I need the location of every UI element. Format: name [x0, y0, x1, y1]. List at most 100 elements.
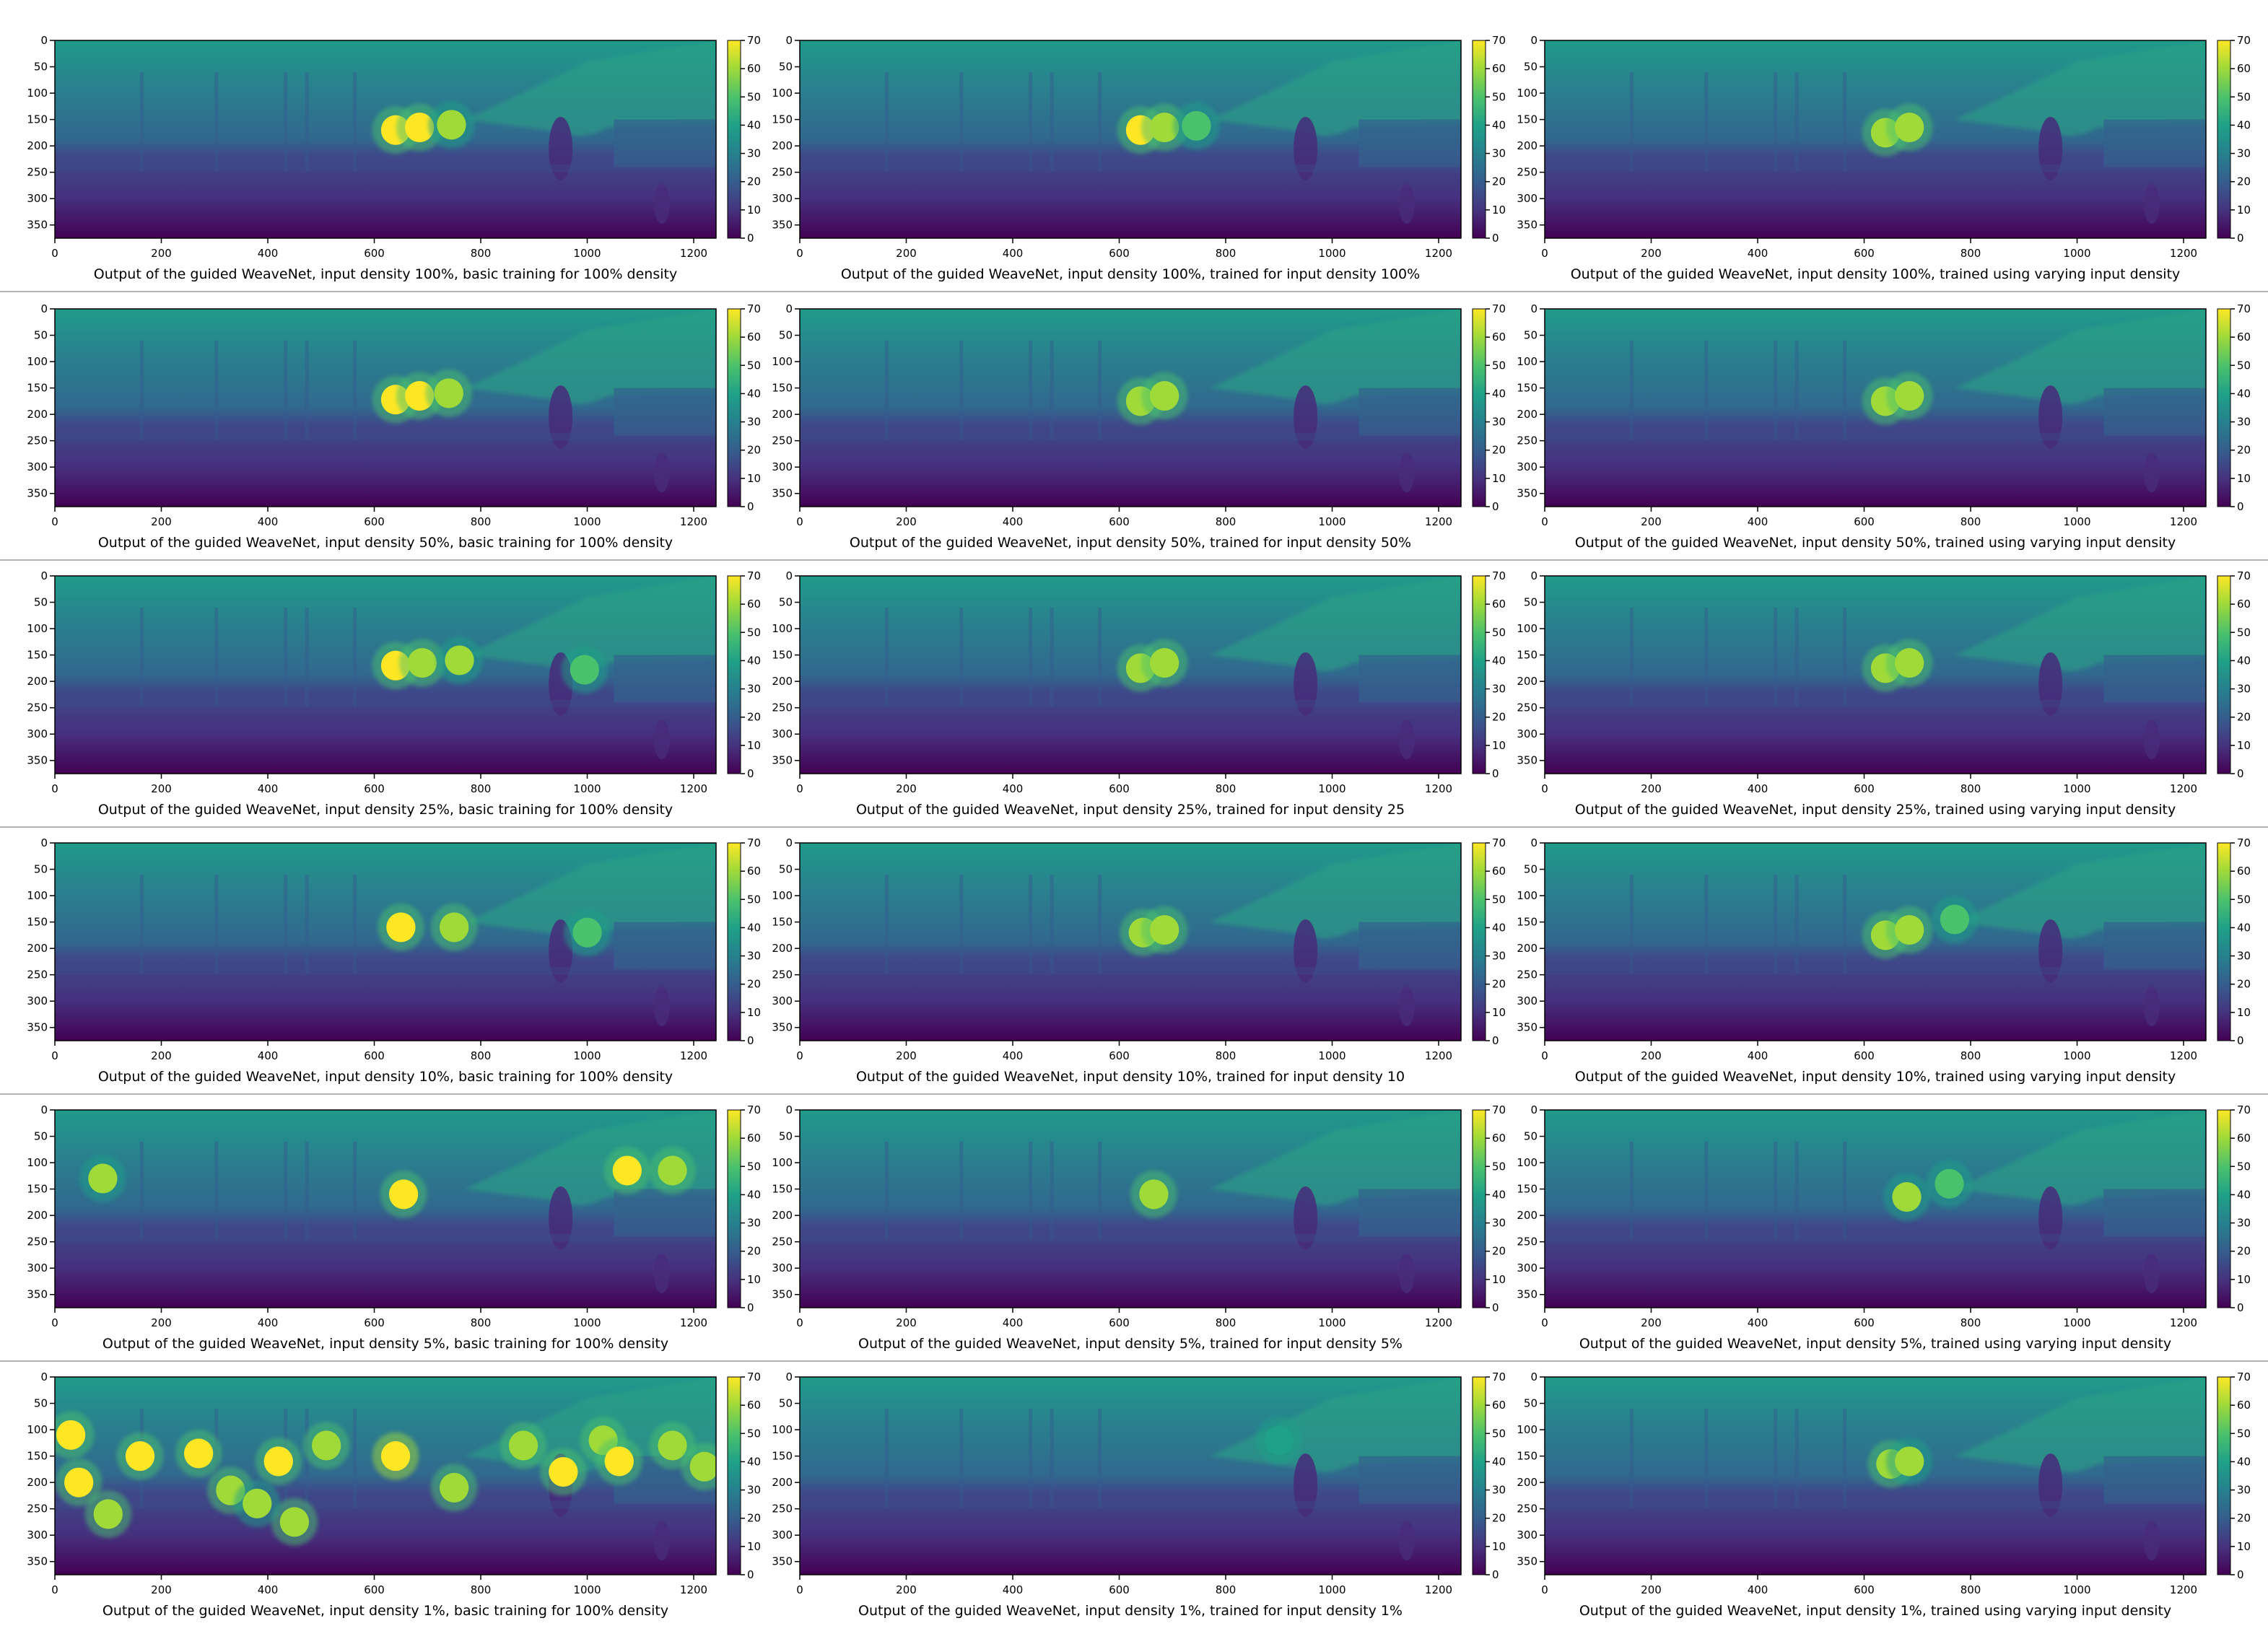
x-tick-label: 0 — [796, 247, 803, 260]
heatmap-region-pedestrian — [1398, 1254, 1415, 1293]
colorbar-tick-label: 0 — [2237, 232, 2244, 245]
y-tick-label: 200 — [1517, 942, 1538, 955]
colorbar-tick-label: 20 — [1492, 711, 1506, 724]
panel-caption: Output of the guided WeaveNet, input den… — [1575, 1069, 2176, 1085]
y-tick-label: 150 — [1517, 916, 1538, 929]
colorbar-tick-label: 60 — [747, 1399, 761, 1412]
y-tick-label: 50 — [779, 329, 793, 342]
heatmap-blob — [183, 1438, 214, 1469]
x-tick-label: 1000 — [2063, 515, 2090, 528]
heatmap-region-person — [2038, 385, 2063, 449]
y-tick-label: 350 — [772, 219, 793, 232]
heatmap-frame — [799, 842, 1462, 1041]
x-tick-label: 0 — [796, 1049, 803, 1062]
x-tick-label: 0 — [796, 1316, 803, 1329]
x-tick-label: 1000 — [2063, 1049, 2090, 1062]
colorbar-tick-label: 60 — [1492, 1399, 1506, 1412]
y-tick-label: 150 — [27, 1450, 48, 1463]
heatmap-image — [800, 576, 1461, 774]
heatmap-region-pole — [1774, 874, 1778, 974]
heatmap-region-pole — [1630, 607, 1634, 707]
y-tick-label: 100 — [772, 1156, 793, 1169]
colorbar-tick-label: 60 — [747, 598, 761, 611]
colorbar-tick-label: 0 — [747, 1301, 754, 1314]
colorbar-tick-label: 0 — [2237, 500, 2244, 513]
x-tick-label: 400 — [1003, 1583, 1024, 1596]
y-tick-label: 300 — [772, 727, 793, 740]
heatmap-region-horizon — [55, 699, 716, 708]
colorbar-tick-label: 20 — [1492, 1512, 1506, 1525]
heatmap-blob — [64, 1467, 94, 1497]
y-tick-label: 200 — [27, 1209, 48, 1222]
heatmap-region-horizon — [800, 1500, 1461, 1509]
panel-caption: Output of the guided WeaveNet, input den… — [98, 535, 673, 551]
y-tick-label: 350 — [772, 754, 793, 767]
colorbar-tick-label: 50 — [747, 1160, 761, 1173]
y-tick-label: 50 — [1524, 863, 1538, 876]
y-tick-label: 300 — [27, 192, 48, 205]
y-tick-label: 250 — [1517, 1503, 1538, 1516]
y-tick-label: 250 — [1517, 701, 1538, 714]
colorbar — [1472, 1109, 1486, 1308]
colorbar-tick-label: 70 — [2237, 302, 2251, 315]
x-tick-label: 200 — [151, 782, 172, 795]
heatmap-frame — [1544, 1376, 2207, 1575]
colorbar-tick-label: 10 — [2237, 1540, 2251, 1553]
heatmap-blob — [1935, 1168, 1964, 1199]
colorbar-tick-label: 0 — [1492, 1568, 1499, 1581]
y-tick-label: 300 — [772, 1529, 793, 1542]
colorbar-tick-label: 60 — [2237, 331, 2251, 344]
x-tick-label: 600 — [1854, 515, 1875, 528]
colorbar-tick-label: 0 — [2237, 1568, 2244, 1581]
heatmap-region-pole — [1704, 874, 1709, 974]
colorbar-tick-label: 30 — [2237, 950, 2251, 963]
heatmap-region-pole — [1843, 607, 1847, 707]
y-tick-label: 50 — [779, 1397, 793, 1410]
colorbar-tick-label: 20 — [2237, 978, 2251, 991]
heatmap-region-pole — [1794, 1141, 1799, 1241]
heatmap-region-wall — [2103, 1456, 2206, 1504]
colorbar-tick-label: 50 — [2237, 359, 2251, 372]
colorbar-tick-label: 40 — [747, 921, 761, 934]
x-tick-label: 1000 — [2063, 247, 2090, 260]
x-tick-label: 400 — [1748, 1583, 1768, 1596]
heatmap-region-pole — [284, 607, 288, 707]
heatmap-frame — [1544, 842, 2207, 1041]
heatmap-image — [55, 1110, 716, 1308]
x-tick-label: 400 — [1003, 782, 1024, 795]
colorbar-tick-label: 30 — [2237, 416, 2251, 429]
heatmap-region-pole — [305, 607, 309, 707]
y-tick-label: 350 — [27, 1555, 48, 1568]
heatmap-region-horizon — [55, 966, 716, 975]
colorbar-tick-label: 10 — [747, 739, 761, 752]
x-tick-label: 400 — [258, 782, 279, 795]
y-tick-label: 200 — [772, 1209, 793, 1222]
y-tick-label: 350 — [772, 487, 793, 500]
y-tick-label: 50 — [1524, 61, 1538, 74]
heatmap-blob — [88, 1163, 118, 1194]
x-tick-label: 400 — [1748, 1049, 1768, 1062]
heatmap-frame — [54, 1376, 717, 1575]
panel-caption: Output of the guided WeaveNet, input den… — [1575, 535, 2176, 551]
colorbar-tick-label: 40 — [747, 387, 761, 400]
heatmap-panel: 0 200 400 600 800 1000 12000501001502002503003… — [27, 1370, 761, 1619]
y-tick-label: 250 — [27, 1236, 48, 1249]
x-tick-label: 200 — [151, 515, 172, 528]
x-tick-label: 1000 — [2063, 782, 2090, 795]
y-tick-label: 100 — [27, 622, 48, 635]
heatmap-region-pole — [284, 1141, 288, 1241]
y-tick-label: 150 — [1517, 649, 1538, 662]
colorbar-tick-label: 30 — [747, 950, 761, 963]
x-tick-label: 400 — [1003, 515, 1024, 528]
heatmap-frame — [799, 1376, 1462, 1575]
y-tick-label: 300 — [772, 460, 793, 473]
heatmap-region-building — [1209, 843, 1461, 938]
colorbar-tick-label: 60 — [747, 62, 761, 75]
y-tick-label: 100 — [1517, 622, 1538, 635]
heatmap-region-pole — [1704, 340, 1709, 440]
x-tick-label: 200 — [1641, 515, 1662, 528]
heatmap-region-pole — [1050, 1141, 1054, 1241]
heatmap-blob — [407, 648, 437, 678]
x-tick-label: 600 — [1854, 1316, 1875, 1329]
y-tick-label: 250 — [27, 166, 48, 179]
